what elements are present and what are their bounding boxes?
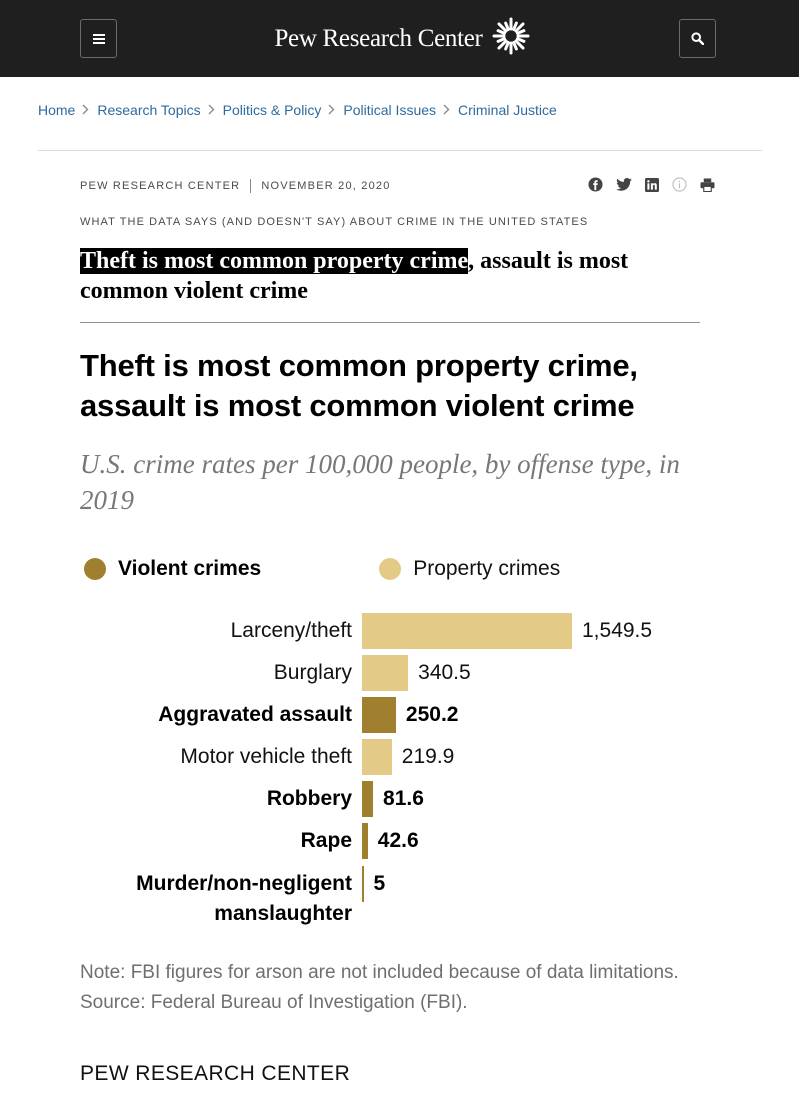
legend-item-violent: Violent crimes (84, 557, 261, 581)
hamburger-icon (92, 33, 105, 44)
chart-legend: Violent crimes Property crimes (84, 557, 560, 581)
sunburst-logo-icon (491, 16, 531, 61)
divider (38, 150, 762, 151)
article-kicker: WHAT THE DATA SAYS (AND DOESN'T SAY) ABO… (80, 216, 589, 228)
chevron-right-icon (82, 102, 89, 118)
legend-label-property: Property crimes (413, 557, 561, 580)
legend-label-violent: Violent crimes (118, 557, 262, 580)
site-logo[interactable]: Pew Research Center (0, 0, 799, 77)
search-button[interactable] (679, 19, 716, 58)
category-label: Motor vehicle theft (180, 745, 352, 768)
breadcrumb-research-topics[interactable]: Research Topics (97, 102, 201, 118)
bar-property (362, 739, 392, 775)
search-icon (691, 32, 704, 45)
value-label: 1,549.5 (582, 619, 653, 642)
article-headline: Theft is most common property crime, ass… (80, 246, 700, 306)
menu-button[interactable] (80, 19, 117, 58)
value-label: 340.5 (418, 661, 471, 684)
breadcrumb-criminal-justice[interactable]: Criminal Justice (458, 102, 557, 118)
chart-brand: PEW RESEARCH CENTER (80, 1062, 351, 1085)
breadcrumb-home[interactable]: Home (38, 102, 76, 118)
print-icon[interactable] (699, 176, 716, 193)
bar-violent (362, 866, 364, 902)
chart-note: Note: FBI figures for arson are not incl… (80, 962, 679, 983)
site-header: Pew Research Center (0, 0, 799, 77)
bar-violent (362, 823, 368, 859)
legend-swatch-violent (84, 558, 106, 580)
headline-rest: , assault is most common violent crime (80, 248, 629, 304)
twitter-icon[interactable] (615, 176, 632, 193)
value-label: 5 (373, 872, 386, 895)
breadcrumb: Home Research Topics Politics & Policy P… (38, 102, 557, 118)
info-icon[interactable] (671, 176, 688, 193)
chart-title: Theft is most common property crime, ass… (80, 348, 638, 423)
meta-source: PEW RESEARCH CENTER (80, 180, 241, 192)
share-toolbar (587, 176, 716, 193)
category-label: Burglary (273, 661, 352, 684)
category-label: Robbery (266, 787, 352, 810)
headline-highlighted: Theft is most common property crime (80, 248, 469, 274)
divider (80, 322, 700, 323)
logo-text: Pew Research Center (274, 24, 483, 52)
legend-swatch-property (379, 558, 402, 580)
value-label: 250.2 (405, 703, 459, 726)
bar-violent (362, 781, 374, 817)
category-label: Larceny/theft (230, 619, 352, 642)
bar-property (362, 655, 409, 691)
category-label: Rape (300, 829, 352, 852)
chart-subtitle: U.S. crime rates per 100,000 people, by … (80, 449, 680, 515)
value-label: 42.6 (377, 829, 419, 852)
category-label: Aggravated assault (158, 703, 352, 726)
category-label: Murder/non-negligent manslaughter (136, 872, 352, 925)
facebook-icon[interactable] (587, 176, 604, 193)
chevron-right-icon (208, 102, 215, 118)
chart-source: Source: Federal Bureau of Investigation … (80, 992, 468, 1013)
value-label: 219.9 (401, 745, 455, 768)
value-label: 81.6 (383, 787, 424, 810)
meta-divider (250, 179, 252, 193)
linkedin-icon[interactable] (643, 176, 660, 193)
chevron-right-icon (328, 102, 335, 118)
chevron-right-icon (443, 102, 450, 118)
bar-violent (362, 697, 396, 733)
bar-property (362, 613, 572, 649)
legend-item-property: Property crimes (379, 557, 560, 581)
meta-date: NOVEMBER 20, 2020 (261, 180, 391, 192)
chart-notes: Note: FBI figures for arson are not incl… (80, 958, 680, 1018)
breadcrumb-political-issues[interactable]: Political Issues (343, 102, 437, 118)
breadcrumb-politics-policy[interactable]: Politics & Policy (222, 102, 322, 118)
article-meta: PEW RESEARCH CENTER NOVEMBER 20, 2020 (80, 179, 391, 193)
